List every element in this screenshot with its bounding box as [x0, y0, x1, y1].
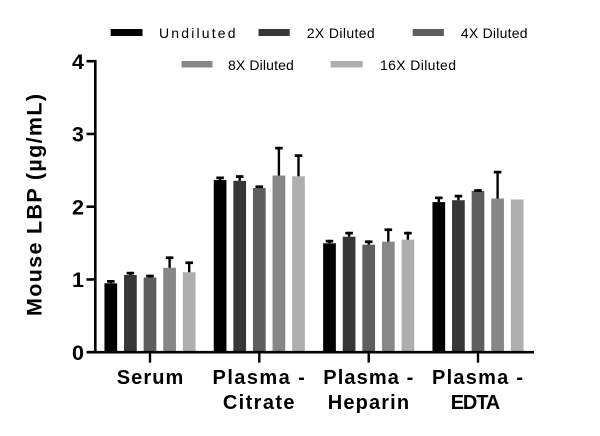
svg-text:Serum: Serum: [117, 367, 184, 389]
svg-text:Plasma -: Plasma -: [323, 367, 413, 389]
svg-text:2: 2: [72, 195, 84, 219]
svg-text:4X Diluted: 4X Diluted: [461, 25, 528, 41]
svg-text:Mouse LBP (µg/mL): Mouse LBP (µg/mL): [23, 94, 47, 316]
svg-text:8X Diluted: 8X Diluted: [228, 57, 294, 73]
svg-text:Undiluted: Undiluted: [159, 25, 236, 41]
svg-text:Citrate: Citrate: [223, 392, 295, 414]
svg-text:EDTA: EDTA: [451, 392, 501, 414]
svg-text:0: 0: [72, 341, 84, 365]
svg-text:4: 4: [72, 50, 84, 74]
svg-text:2X Diluted: 2X Diluted: [307, 25, 375, 41]
svg-text:16X Diluted: 16X Diluted: [380, 57, 456, 73]
svg-text:3: 3: [72, 123, 84, 147]
svg-text:Heparin: Heparin: [328, 392, 409, 414]
svg-text:Plasma -: Plasma -: [432, 367, 523, 389]
svg-text:1: 1: [72, 268, 84, 292]
svg-text:Plasma -: Plasma -: [213, 367, 305, 389]
